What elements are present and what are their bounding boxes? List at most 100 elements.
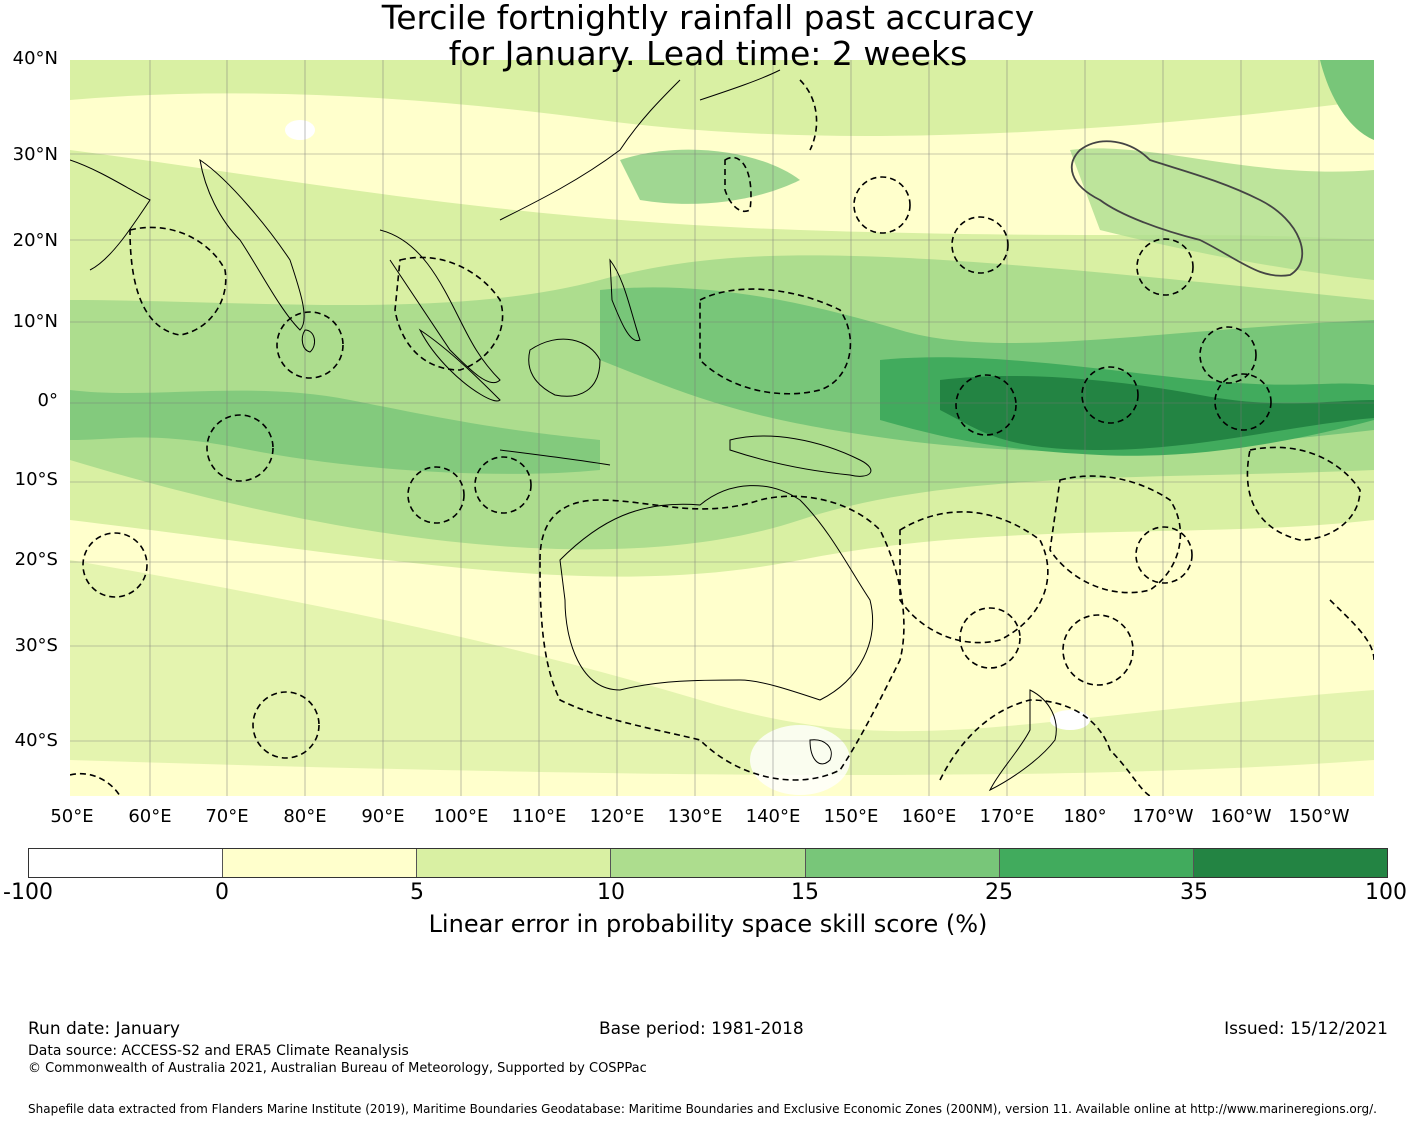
eez-boundary — [1329, 599, 1374, 661]
coast-new-guinea — [729, 435, 872, 477]
skill-band-equatorial-max — [940, 375, 1374, 450]
shapefile-credit: Shapefile data extracted from Flanders M… — [28, 1102, 1377, 1116]
eez-boundary — [1081, 366, 1139, 424]
eez-boundary — [1246, 446, 1361, 541]
eez-boundary — [206, 414, 274, 482]
skill-patch-hawaii — [1070, 148, 1374, 280]
lat-label: 0° — [37, 390, 58, 411]
lon-label: 160°W — [1210, 806, 1272, 827]
skill-band-north — [70, 60, 1374, 136]
colorbar-label: Linear error in probability space skill … — [428, 910, 988, 938]
eez-boundary — [474, 456, 532, 514]
lon-label: 160°E — [901, 806, 957, 827]
skill-patch-ne-pacific — [1320, 60, 1374, 140]
skill-band-arabian-sea — [70, 390, 600, 474]
eez-boundary — [724, 156, 752, 212]
chart-title-line1: Tercile fortnightly rainfall past accura… — [381, 0, 1035, 37]
colorbar-tick-label: 5 — [410, 880, 424, 905]
lat-label: 20°N — [12, 230, 58, 251]
coastlines — [70, 69, 1057, 792]
lat-label: 30°S — [14, 635, 58, 656]
colorbar-segment — [611, 849, 806, 877]
lat-label: 10°S — [14, 469, 58, 490]
coast-sri-lanka — [301, 329, 316, 353]
eez-boundary — [1062, 614, 1134, 686]
colorbar-segment — [805, 849, 1000, 877]
graticule — [70, 60, 1374, 796]
lon-label: 140°E — [745, 806, 801, 827]
lon-label: 150°E — [823, 806, 879, 827]
lat-label: 20°S — [14, 549, 58, 570]
issued-date: Issued: 15/12/2021 — [1224, 1019, 1388, 1039]
eez-boundary — [959, 607, 1021, 669]
run-date: Run date: January — [28, 1019, 180, 1039]
eez-boundary — [899, 511, 1049, 644]
coast-sumatra — [418, 328, 501, 402]
skill-band-south-light — [70, 560, 1374, 775]
lon-label: 60°E — [128, 806, 172, 827]
eez-boundary — [82, 532, 148, 598]
coast-japan — [699, 69, 781, 101]
eez-boundary — [407, 466, 465, 524]
eez-boundary — [394, 256, 504, 371]
colorbar-tick-label: 15 — [791, 880, 819, 905]
colorbar-segment — [417, 849, 612, 877]
eez-boundary — [955, 374, 1017, 436]
eez-boundary — [1214, 373, 1272, 431]
colorbar-segment — [29, 849, 224, 877]
eez-boundary — [1136, 238, 1194, 296]
lat-label: 40°N — [12, 48, 58, 69]
eez-boundary — [1135, 526, 1193, 584]
data-source: Data source: ACCESS-S2 and ERA5 Climate … — [28, 1043, 409, 1059]
eez-boundary — [939, 699, 1151, 796]
skill-low-patch — [1050, 710, 1090, 730]
eez-boundary — [129, 226, 227, 336]
eez-boundary — [1199, 326, 1257, 384]
eez-boundary — [276, 311, 344, 379]
lon-label: 150°W — [1288, 806, 1350, 827]
chart-title-line2: for January. Lead time: 2 weeks — [448, 34, 968, 73]
eez-boundary — [252, 691, 320, 759]
colorbar-tick-label: 10 — [597, 880, 625, 905]
lon-label: 180° — [1063, 806, 1107, 827]
lon-label: 80°E — [283, 806, 327, 827]
lat-label: 30°N — [12, 144, 58, 165]
coast-india — [199, 158, 305, 331]
colorbar — [28, 848, 1388, 878]
lon-label: 170°E — [979, 806, 1035, 827]
coast-tasmania — [809, 739, 832, 765]
colorbar-tick-label: -100 — [3, 880, 53, 905]
coast-new-zealand — [988, 689, 1057, 792]
lon-label: 110°E — [511, 806, 567, 827]
colorbar-tick-label: 0 — [215, 880, 229, 905]
coast-arabia — [70, 159, 151, 271]
eez-boundaries — [70, 79, 1374, 796]
lon-label: 120°E — [589, 806, 645, 827]
colorbar-segment — [1193, 849, 1387, 877]
coast-java — [499, 449, 611, 466]
eez-boundary — [951, 216, 1009, 274]
colorbar-segment — [999, 849, 1194, 877]
skill-low-patch — [285, 120, 315, 140]
eez-boundary-hawaii — [1070, 140, 1304, 277]
lat-label: 10°N — [12, 311, 58, 332]
coast-china — [499, 79, 681, 221]
colorbar-segment — [223, 849, 418, 877]
colorbar-tick-label: 35 — [1180, 880, 1208, 905]
eez-boundary — [699, 288, 852, 395]
skill-patch-nw-pacific — [620, 149, 800, 204]
colorbar-tick-label: 25 — [985, 880, 1013, 905]
base-period: Base period: 1981-2018 — [599, 1019, 804, 1039]
eez-boundary — [70, 773, 121, 796]
coast-se-asia — [379, 229, 501, 384]
eez-boundary — [539, 495, 905, 781]
eez-boundary — [1049, 475, 1182, 594]
lon-label: 100°E — [433, 806, 489, 827]
coast-australia — [559, 485, 874, 701]
lon-label: 130°E — [667, 806, 723, 827]
coast-borneo — [528, 338, 601, 397]
lon-label: 70°E — [205, 806, 249, 827]
lon-label: 50°E — [50, 806, 94, 827]
skill-score-map — [70, 60, 1374, 796]
colorbar-tick-label: 100 — [1365, 880, 1407, 905]
